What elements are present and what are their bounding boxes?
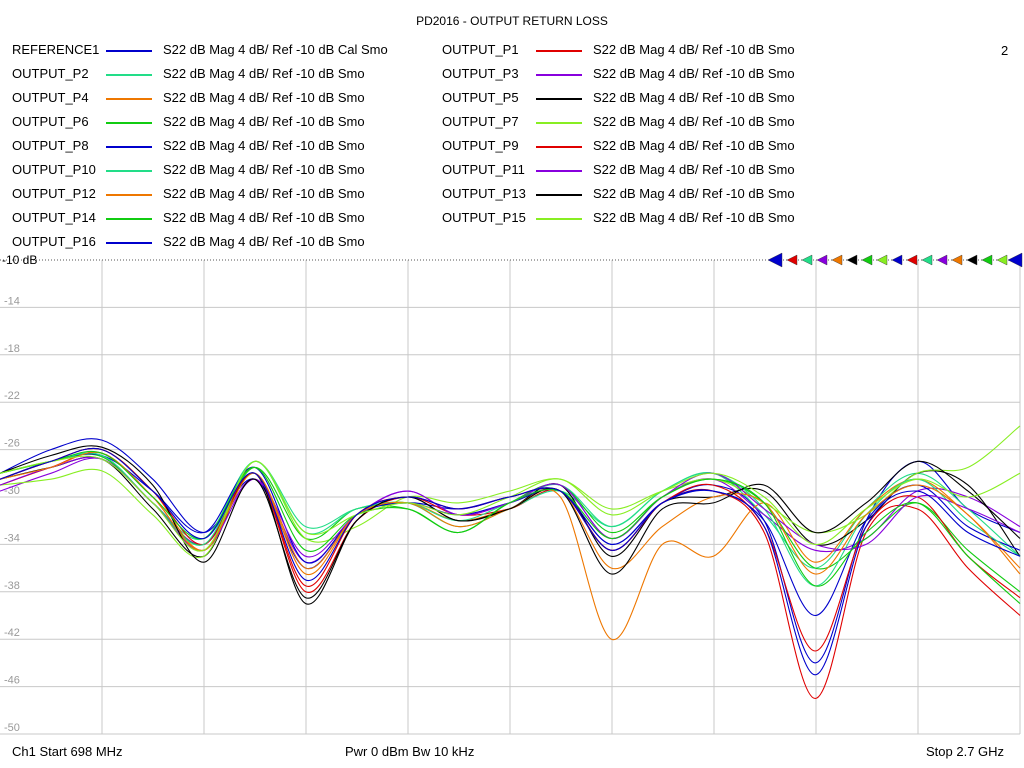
legend-trace-description: S22 dB Mag 4 dB/ Ref -10 dB Smo (593, 90, 795, 105)
legend-trace-name: OUTPUT_P2 (12, 66, 89, 81)
reference-marker-icon (996, 254, 1008, 266)
legend-trace-description: S22 dB Mag 4 dB/ Ref -10 dB Cal Smo (163, 42, 388, 57)
legend-trace-description: S22 dB Mag 4 dB/ Ref -10 dB Smo (163, 90, 365, 105)
reference-marker-icon (966, 254, 978, 266)
power-bandwidth: Pwr 0 dBm Bw 10 kHz (345, 744, 475, 759)
start-frequency: Ch1 Start 698 MHz (12, 744, 123, 759)
legend-line-swatch (536, 194, 582, 196)
legend-trace-description: S22 dB Mag 4 dB/ Ref -10 dB Smo (163, 66, 365, 81)
legend-line-swatch (536, 74, 582, 76)
y-tick-label: -42 (4, 627, 20, 639)
reference-marker-icon (876, 254, 888, 266)
y-tick-labels: -14-18-22-26-30-34-38-42-46-50 (4, 295, 20, 734)
legend-trace-description: S22 dB Mag 4 dB/ Ref -10 dB Smo (163, 210, 365, 225)
window-number: 2 (1001, 43, 1009, 58)
reference-level-label: -10 dB (2, 253, 37, 267)
legend-trace-name: OUTPUT_P5 (442, 90, 519, 105)
reference-marker-icon (786, 254, 798, 266)
reference-marker-icon (906, 254, 918, 266)
legend-trace-name: OUTPUT_P7 (442, 114, 519, 129)
legend-line-swatch (536, 170, 582, 172)
legend-trace-name: OUTPUT_P9 (442, 138, 519, 153)
legend-line-swatch (106, 194, 152, 196)
reference-marker-icon (801, 254, 813, 266)
trace-line (0, 447, 1021, 676)
legend-trace-description: S22 dB Mag 4 dB/ Ref -10 dB Smo (163, 138, 365, 153)
legend-trace-description: S22 dB Mag 4 dB/ Ref -10 dB Smo (163, 114, 365, 129)
legend-line-swatch (536, 50, 582, 52)
legend-trace-description: S22 dB Mag 4 dB/ Ref -10 dB Smo (593, 138, 795, 153)
trace-group (0, 425, 1021, 700)
legend-line-swatch (536, 122, 582, 124)
y-tick-label: -18 (4, 343, 20, 355)
y-tick-label: -50 (4, 722, 20, 734)
reference-marker-icon (816, 254, 828, 266)
y-tick-label: -22 (4, 390, 20, 402)
legend-trace-name: REFERENCE1 (12, 42, 100, 57)
reference-marker-icon (846, 254, 858, 266)
legend-line-swatch (536, 218, 582, 220)
reference-marker-icon (951, 254, 963, 266)
reference-marker-icon (891, 254, 903, 266)
reference-marker-icon (981, 254, 993, 266)
legend-trace-name: OUTPUT_P12 (12, 186, 96, 201)
reference-marker-icon (1007, 252, 1023, 268)
reference-marker-icon (861, 254, 873, 266)
y-tick-label: -46 (4, 675, 20, 687)
legend-trace-name: OUTPUT_P4 (12, 90, 89, 105)
trace-line (0, 455, 1021, 552)
legend-trace-name: OUTPUT_P1 (442, 42, 519, 57)
legend-trace-name: OUTPUT_P11 (442, 162, 525, 177)
legend-line-swatch (106, 218, 152, 220)
legend-trace-name: OUTPUT_P10 (12, 162, 96, 177)
reference-marker-icon (921, 254, 933, 266)
y-tick-label: -14 (4, 295, 20, 307)
reference-markers (767, 252, 1023, 268)
legend-trace-name: OUTPUT_P8 (12, 138, 89, 153)
legend-trace-description: S22 dB Mag 4 dB/ Ref -10 dB Smo (163, 234, 365, 249)
legend-trace-description: S22 dB Mag 4 dB/ Ref -10 dB Smo (593, 114, 795, 129)
chart-title: PD2016 - OUTPUT RETURN LOSS (416, 14, 608, 28)
legend-line-swatch (106, 50, 152, 52)
reference-marker-icon (767, 252, 783, 268)
stop-frequency: Stop 2.7 GHz (926, 744, 1005, 759)
reference-marker-icon (936, 254, 948, 266)
legend-trace-description: S22 dB Mag 4 dB/ Ref -10 dB Smo (163, 186, 365, 201)
y-tick-label: -38 (4, 580, 20, 592)
legend-line-swatch (106, 98, 152, 100)
legend-trace-name: OUTPUT_P15 (442, 210, 526, 225)
legend-trace-name: OUTPUT_P13 (442, 186, 526, 201)
grid (0, 259, 1021, 735)
legend-line-swatch (106, 122, 152, 124)
legend-line-swatch (536, 98, 582, 100)
legend-trace-description: S22 dB Mag 4 dB/ Ref -10 dB Smo (593, 210, 795, 225)
legend-trace-description: S22 dB Mag 4 dB/ Ref -10 dB Smo (163, 162, 365, 177)
legend-line-swatch (106, 170, 152, 172)
reference-marker-icon (831, 254, 843, 266)
legend-line-swatch (106, 146, 152, 148)
legend-trace-description: S22 dB Mag 4 dB/ Ref -10 dB Smo (593, 162, 795, 177)
legend-trace-name: OUTPUT_P3 (442, 66, 519, 81)
trace-line (0, 450, 1021, 605)
legend-line-swatch (106, 242, 152, 244)
legend-line-swatch (106, 74, 152, 76)
legend-trace-description: S22 dB Mag 4 dB/ Ref -10 dB Smo (593, 186, 795, 201)
legend-trace-name: OUTPUT_P16 (12, 234, 96, 249)
trace-line (0, 445, 1021, 599)
legend-trace-description: S22 dB Mag 4 dB/ Ref -10 dB Smo (593, 66, 795, 81)
legend-trace-name: OUTPUT_P14 (12, 210, 96, 225)
y-tick-label: -26 (4, 438, 20, 450)
legend-trace-description: S22 dB Mag 4 dB/ Ref -10 dB Smo (593, 42, 795, 57)
y-tick-label: -34 (4, 532, 20, 544)
trace-line (0, 425, 1021, 559)
legend-line-swatch (536, 146, 582, 148)
legend-trace-name: OUTPUT_P6 (12, 114, 89, 129)
